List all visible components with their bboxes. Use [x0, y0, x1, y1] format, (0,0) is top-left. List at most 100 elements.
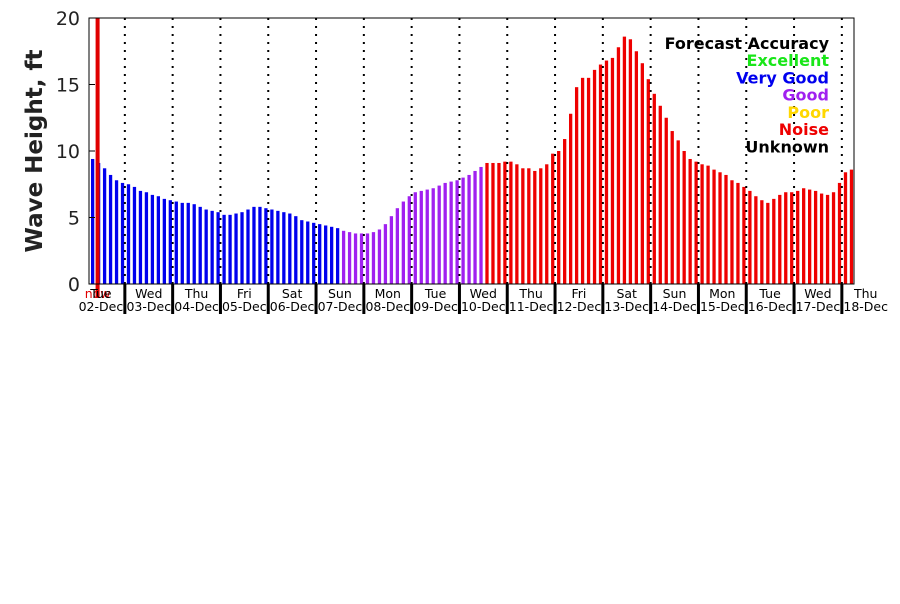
wave-bar: [479, 166, 483, 284]
x-tick-date: 07-Dec: [318, 299, 363, 314]
wave-bar: [359, 233, 364, 284]
wave-bar: [772, 198, 776, 284]
wave-bar: [640, 63, 644, 284]
wave-bar: [682, 151, 686, 284]
wave-bar: [455, 180, 459, 284]
wave-bar: [383, 224, 388, 284]
wave-bar: [461, 177, 465, 284]
wave-bar: [831, 192, 836, 284]
legend-title: Forecast Accuracy: [665, 34, 830, 53]
wave-bar: [330, 226, 334, 284]
wave-bar: [377, 229, 382, 284]
wave-bar: [790, 192, 794, 284]
now-label: now: [85, 286, 111, 301]
wave-bar: [204, 209, 208, 284]
x-tick-day: Fri: [237, 286, 252, 301]
y-tick-label: 20: [56, 8, 80, 30]
wave-bar: [676, 140, 680, 284]
wave-bar: [509, 161, 513, 284]
x-tick-day: Thu: [184, 286, 208, 301]
now-line: [95, 18, 100, 298]
wave-bar: [825, 194, 830, 284]
x-tick-date: 11-Dec: [509, 299, 554, 314]
x-tick-date: 16-Dec: [748, 299, 793, 314]
wave-bar: [467, 174, 471, 284]
wave-bar: [174, 201, 178, 284]
legend-item: Good: [782, 86, 829, 105]
x-tick-day: Fri: [571, 286, 586, 301]
wave-bar: [246, 209, 250, 284]
y-tick-label: 10: [56, 141, 80, 163]
wave-bar: [497, 162, 501, 284]
wave-bar: [485, 162, 489, 284]
wave-bar: [126, 184, 131, 284]
bars-group: [91, 36, 854, 285]
wave-bar: [395, 208, 400, 284]
wave-bar: [843, 172, 848, 284]
x-tick-date: 02-Dec: [79, 299, 124, 314]
now-marker-group: now: [85, 18, 111, 301]
wave-bar: [766, 202, 770, 284]
wave-bar: [610, 57, 615, 285]
wave-bar: [318, 224, 322, 284]
wave-bar: [742, 186, 746, 284]
wave-bar: [837, 182, 842, 284]
wave-bar: [616, 47, 621, 285]
y-axis-ticks: 0 5 10 15 20: [56, 8, 95, 296]
x-tick-day: Wed: [804, 286, 831, 301]
wave-bar: [288, 213, 292, 284]
wave-bar: [252, 206, 256, 284]
wave-bar: [813, 190, 818, 284]
wave-bar: [365, 233, 370, 284]
wave-bar: [192, 204, 196, 284]
wave-bar: [228, 214, 232, 284]
wave-bar: [724, 174, 728, 284]
wave-bar: [521, 168, 525, 284]
wave-bar: [730, 180, 734, 284]
wave-bar: [622, 36, 627, 285]
wave-bar: [324, 225, 328, 284]
wave-bar: [796, 190, 800, 284]
wave-bar: [694, 161, 698, 284]
x-tick-day: Thu: [518, 286, 542, 301]
wave-bar: [586, 77, 591, 284]
wave-bar: [706, 165, 710, 284]
wave-bar: [234, 213, 238, 284]
wave-bar: [162, 198, 166, 284]
legend-item: Very Good: [736, 68, 829, 87]
wave-bar: [150, 194, 155, 284]
x-tick-day: Mon: [709, 286, 735, 301]
wave-bar: [300, 220, 304, 284]
x-tick-date: 05-Dec: [222, 299, 267, 314]
wave-bar: [312, 222, 316, 284]
wave-bar: [652, 93, 656, 284]
wave-bar: [658, 105, 662, 284]
x-tick-date: 06-Dec: [270, 299, 315, 314]
wave-bar: [353, 233, 358, 284]
x-tick-date: 17-Dec: [796, 299, 841, 314]
wave-bar: [91, 158, 95, 284]
x-tick-date: 12-Dec: [557, 299, 602, 314]
x-tick-day: Sat: [616, 286, 637, 301]
wave-bar: [102, 168, 107, 284]
wave-bar: [371, 232, 376, 284]
wave-bar: [449, 181, 453, 284]
wave-bar: [258, 206, 262, 284]
x-tick-day: Mon: [375, 286, 401, 301]
wave-bar: [503, 161, 507, 284]
wave-bar: [748, 190, 752, 284]
wave-bar: [216, 212, 220, 284]
wave-bar: [419, 190, 423, 284]
legend-item: Poor: [787, 103, 829, 122]
wave-bar: [712, 169, 716, 284]
grid-group: [123, 18, 844, 314]
wave-bar: [545, 164, 549, 284]
wave-bar: [264, 208, 268, 284]
wave-bar: [569, 113, 573, 284]
wave-bar: [473, 170, 477, 284]
y-axis-label: Wave Height, ft: [22, 50, 48, 253]
wave-bar: [282, 212, 286, 284]
wave-bar: [646, 79, 650, 285]
wave-bar: [132, 186, 137, 284]
wave-bar: [760, 200, 764, 284]
